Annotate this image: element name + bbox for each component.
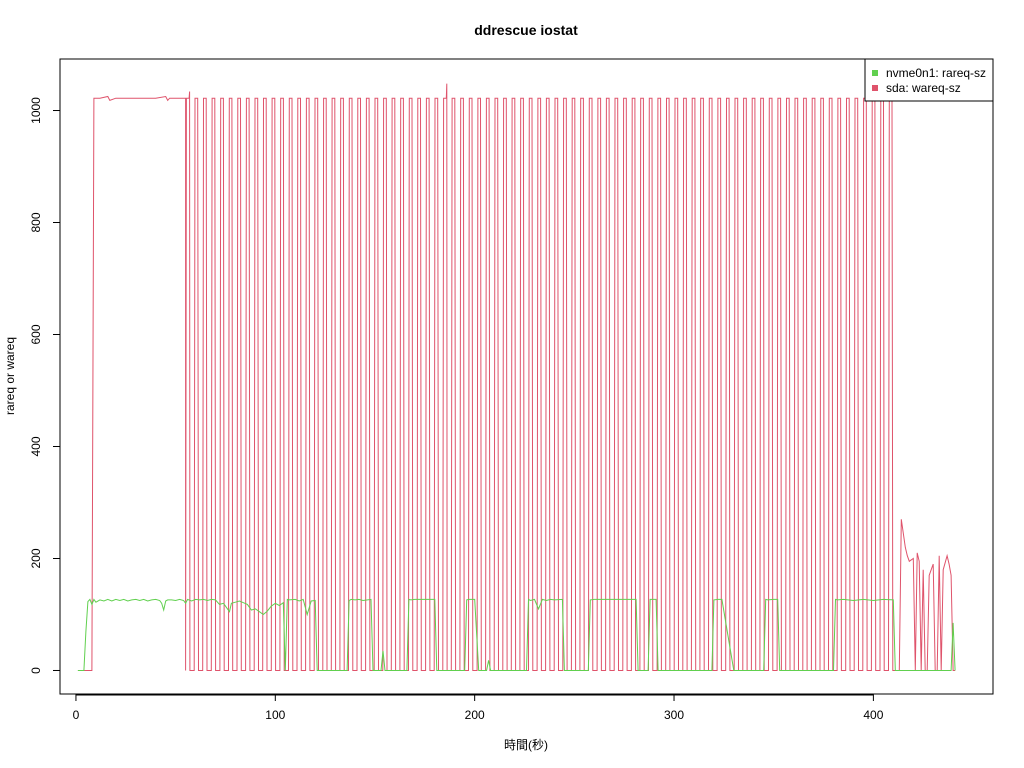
x-tick-label-400: 400 [863,708,883,722]
y-tick-label-200: 200 [29,548,43,568]
legend: nvme0n1: rareq-sz sda: wareq-sz [864,58,994,102]
x-tick-label-100: 100 [265,708,285,722]
x-axis-label: 時間(秒) [504,738,548,752]
chart-title: ddrescue iostat [474,22,578,38]
legend-label-nvme0n1: nvme0n1: rareq-sz [886,66,986,80]
x-tick-label-200: 200 [465,708,485,722]
y-tick-label-0: 0 [29,667,43,674]
y-tick-label-1000: 1000 [29,97,43,124]
legend-swatch-sda [872,85,878,91]
series-line-sda [77,83,956,671]
legend-label-sda: sda: wareq-sz [886,81,961,95]
x-axis: 0 100 200 300 400 [73,694,884,722]
x-tick-label-0: 0 [73,708,80,722]
y-axis: 0 200 400 600 800 1000 [29,97,61,674]
series-line-nvme0n1 [77,598,956,671]
legend-swatch-nvme0n1 [872,70,878,76]
legend-box [864,58,994,102]
plot-area [77,83,956,671]
y-tick-label-400: 400 [29,436,43,456]
y-axis-label: rareq or wareq [3,337,17,415]
y-tick-label-800: 800 [29,212,43,232]
y-tick-label-600: 600 [29,324,43,344]
x-tick-label-300: 300 [664,708,684,722]
